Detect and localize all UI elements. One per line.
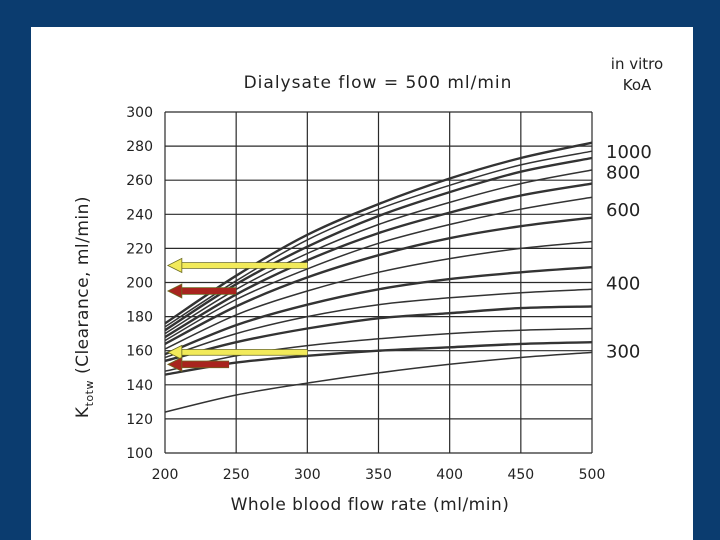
clearance-curve [164,341,593,376]
y-tick-label: 140 [126,378,153,394]
koa-label: 400 [606,274,640,295]
y-tick-label: 260 [126,173,153,189]
x-tick-label: 350 [365,467,392,483]
x-tick-label: 500 [579,467,606,483]
y-axis-label-sub: totw [83,380,96,406]
clearance-curves [164,141,593,413]
koa-label: 800 [606,163,640,184]
grid [164,111,593,454]
koa-label: 1000 [606,142,652,163]
x-tick-label: 450 [507,467,534,483]
arrow-head [166,283,183,299]
tick-labels: 100 120 140 160 180 200 220 240 260 280 300 200 250 3… [126,105,605,483]
annotation-arrows [166,257,308,372]
y-tick-label: 120 [126,412,153,428]
y-tick-label: 240 [126,207,153,223]
clearance-curve [164,141,593,325]
chart-title: Dialysate flow = 500 ml/min [244,73,513,93]
clearance-curve [164,327,593,372]
x-tick-label: 200 [152,467,179,483]
x-tick-label: 250 [223,467,250,483]
y-tick-label: 180 [126,310,153,326]
arrow-head [166,344,183,361]
y-tick-label: 200 [126,276,153,292]
clearance-curve [164,305,593,363]
red-arrow [166,283,237,299]
clearance-curve [164,266,593,356]
arrow-head [166,257,183,274]
koa-label: 600 [606,200,640,221]
y-tick-label: 280 [126,139,153,155]
clearance-curve [164,156,593,332]
slide-panel: 100 120 140 160 180 200 220 240 260 280 300 200 250 3… [31,27,693,540]
y-axis-label-main: K [73,406,93,418]
y-axis-label-rest: (Clearance, ml/min) [73,196,93,374]
yellow-arrow [166,344,308,361]
clearance-curve [164,216,593,345]
y-tick-label: 100 [126,446,153,462]
legend-title-line2: KoA [623,76,652,94]
y-tick-label: 300 [126,105,153,121]
yellow-arrow [166,257,308,274]
clearance-chart: 100 120 140 160 180 200 220 240 260 280 300 200 250 3… [73,55,663,515]
clearance-curve [164,351,593,413]
x-tick-label: 400 [436,467,463,483]
y-axis-label: Ktotw (Clearance, ml/min) [73,196,96,418]
x-tick-label: 300 [294,467,321,483]
svg-text:Ktotw(Clearance, ml/min): Ktotw (Clearance, ml/min) [73,196,96,418]
koa-label: 300 [606,342,640,363]
arrow-head [166,356,183,372]
clearance-curve [164,150,593,328]
x-axis-label: Whole blood flow rate (ml/min) [231,495,510,515]
y-tick-label: 160 [126,344,153,360]
clearance-curve [164,196,593,342]
legend-title-line1: in vitro [611,55,663,73]
clearance-curve [164,240,593,350]
clearance-curve [164,288,593,359]
y-tick-label: 220 [126,241,153,257]
red-arrow [166,356,230,372]
